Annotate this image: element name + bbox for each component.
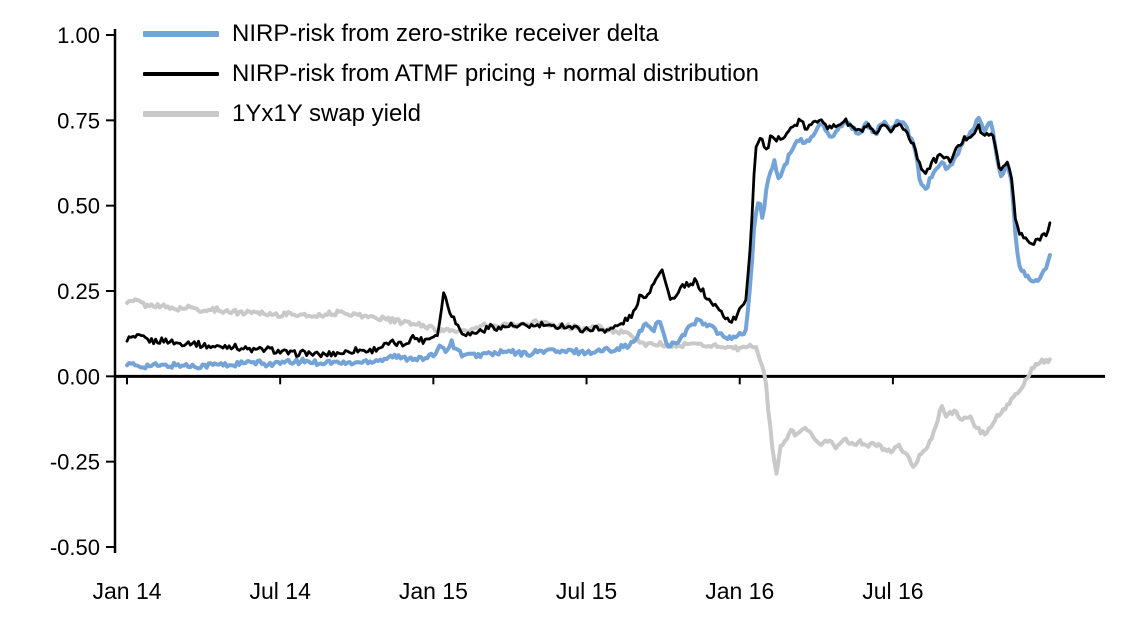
legend-swatch-0 (143, 31, 219, 37)
y-tick-label: 1.00 (57, 23, 100, 48)
series-line-1 (125, 117, 1052, 359)
series-line-2 (125, 297, 1052, 476)
legend-item-zero-strike: NIRP-risk from zero-strike receiver delt… (143, 14, 759, 54)
y-tick-label: 0.75 (57, 108, 100, 133)
y-tick-label: -0.25 (50, 450, 100, 475)
legend-label-swap-yield: 1Yx1Y swap yield (232, 100, 421, 127)
y-tick-label: -0.50 (50, 535, 100, 560)
x-tick-label: Jul 16 (862, 578, 923, 604)
legend-swatch-1 (143, 72, 219, 76)
y-tick-label: 0.25 (57, 279, 100, 304)
x-tick-label: Jul 15 (556, 578, 617, 604)
series-line-0 (125, 115, 1052, 371)
legend-label-atmf: NIRP-risk from ATMF pricing + normal dis… (232, 60, 760, 87)
y-tick-label: 0.50 (57, 194, 100, 219)
x-tick-label: Jan 16 (705, 578, 774, 604)
x-tick-label: Jul 14 (249, 578, 311, 604)
x-tick-label: Jan 14 (92, 578, 161, 604)
legend-item-swap-yield: 1Yx1Y swap yield (143, 94, 759, 134)
legend-label-zero-strike: NIRP-risk from zero-strike receiver delt… (232, 20, 659, 47)
y-tick-label: 0.00 (57, 364, 100, 389)
legend-swatch-2 (143, 111, 219, 117)
chart-legend: NIRP-risk from zero-strike receiver delt… (143, 14, 759, 134)
x-tick-label: Jan 15 (399, 578, 468, 604)
legend-item-atmf: NIRP-risk from ATMF pricing + normal dis… (143, 54, 759, 94)
